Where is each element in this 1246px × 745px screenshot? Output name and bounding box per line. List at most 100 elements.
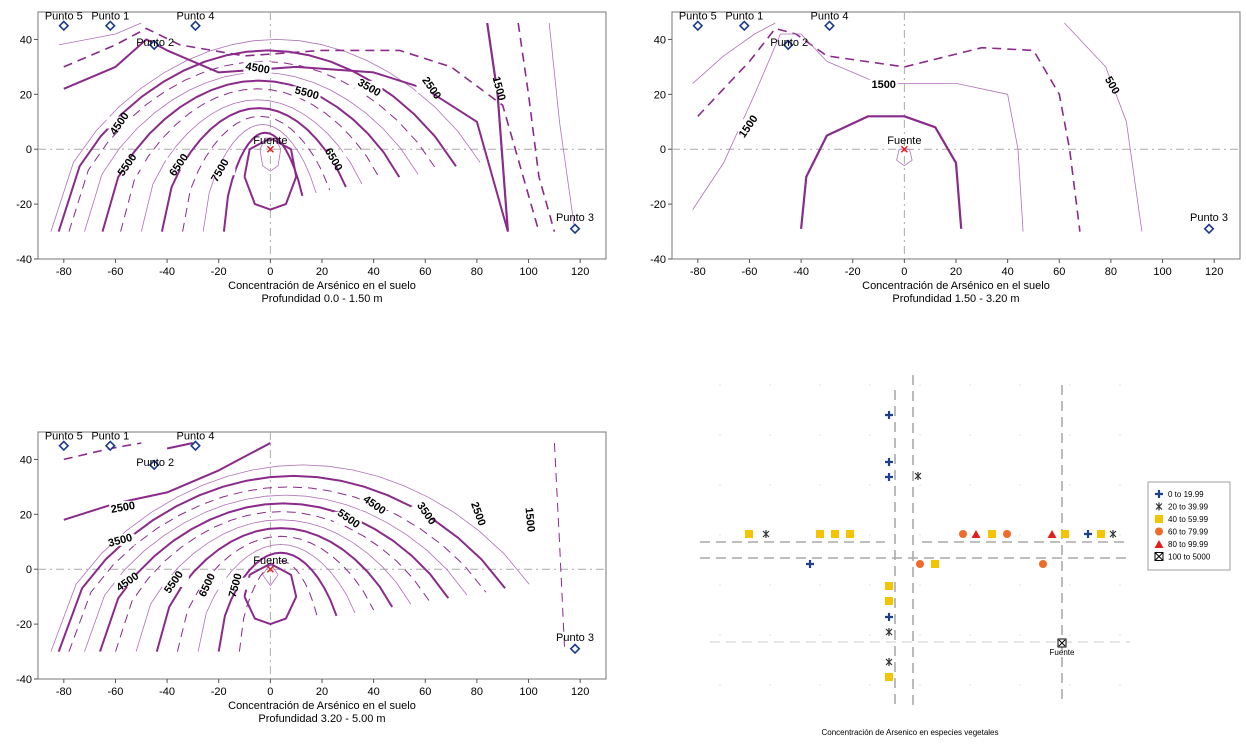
x-tick-label: 20 — [950, 266, 962, 278]
grid-dot — [869, 384, 871, 386]
marker-star — [885, 628, 893, 636]
sample-point-label: Punto 2 — [136, 37, 174, 49]
y-tick-label: 0 — [26, 564, 32, 576]
x-tick-label: -80 — [56, 686, 72, 698]
x-tick-label: 20 — [316, 686, 328, 698]
grid-dot — [1069, 584, 1071, 586]
contour-line-5 — [896, 148, 913, 167]
grid-dot — [1069, 534, 1071, 536]
grid-dot — [1019, 684, 1021, 686]
sample-point-label: Punto 2 — [770, 37, 808, 49]
grid-dot — [869, 434, 871, 436]
contour-line-2 — [692, 33, 1024, 232]
marker-square — [1155, 515, 1163, 523]
sample-point-label: Punto 1 — [91, 431, 129, 443]
x-tick-label: 80 — [471, 686, 483, 698]
contour-chart-depth-150-320: 1500 500 1500 -80 -60 -40 -20 0 20 40 60 80 100 120 40… — [634, 0, 1246, 320]
sample-point-label: Punto 3 — [556, 632, 594, 644]
x-axis-label: Concentración de Arsénico en el suelo — [862, 280, 1050, 292]
x-tick-label: 40 — [368, 266, 380, 278]
grid-dot — [1069, 634, 1071, 636]
marker-square — [1061, 530, 1069, 538]
x-axis-label: Concentración de Arsénico en el suelo — [228, 280, 416, 292]
grid-dot — [919, 634, 921, 636]
grid-dot — [1119, 484, 1121, 486]
contour-line-6 — [135, 519, 412, 652]
marker-square — [1097, 530, 1105, 538]
sample-point-marker — [782, 39, 794, 51]
contour-label-bg — [207, 163, 236, 176]
sample-point-marker — [692, 20, 704, 32]
marker-star — [1109, 530, 1117, 538]
grid-dot — [1019, 634, 1021, 636]
grid-dot — [1019, 484, 1021, 486]
marker-star — [762, 530, 770, 538]
contour-label-bg — [114, 574, 143, 587]
contour-line-0 — [50, 39, 481, 232]
grid-dot — [1019, 384, 1021, 386]
x-tick-label: -40 — [793, 266, 809, 278]
x-tick-label: -20 — [211, 266, 227, 278]
contour-label-bg — [735, 119, 764, 132]
grid-dot — [819, 434, 821, 436]
contour-line-3 — [84, 494, 468, 652]
contour-line-4 — [1064, 22, 1143, 232]
y-tick-label: -20 — [16, 619, 32, 631]
grid-dot — [1119, 384, 1121, 386]
contour-line-0 — [800, 115, 963, 229]
grid-dot — [1019, 434, 1021, 436]
grid-dot — [969, 584, 971, 586]
legend-label-4: 80 to 99.99 — [1168, 540, 1209, 549]
x-tick-label: 80 — [1105, 266, 1117, 278]
contour-line-17 — [486, 22, 509, 232]
grid-dot — [719, 484, 721, 486]
sample-point-marker — [148, 459, 160, 471]
source-marker — [266, 565, 274, 573]
grid-dot — [1119, 634, 1121, 636]
grid-dot — [819, 684, 821, 686]
source-marker — [900, 145, 908, 153]
x-tick-label: 0 — [267, 686, 273, 698]
sample-point-label: Punto 1 — [91, 11, 129, 23]
source-label: Fuente — [253, 555, 287, 567]
legend-label-3: 60 to 79.99 — [1168, 528, 1209, 537]
contour-label: 4500 — [245, 61, 271, 77]
contour-line-1 — [697, 27, 1081, 232]
x-tick-label: 60 — [419, 266, 431, 278]
x-tick-label: 120 — [1205, 266, 1223, 278]
grid-dot — [719, 534, 721, 536]
sample-point-marker — [58, 20, 70, 32]
grid-dot — [769, 634, 771, 636]
grid-dot — [819, 484, 821, 486]
grid-dot — [869, 534, 871, 536]
x-tick-label: -20 — [845, 266, 861, 278]
y-tick-label: 20 — [20, 89, 32, 101]
x-tick-label: -40 — [159, 266, 175, 278]
y-tick-label: -40 — [650, 254, 666, 266]
x-tick-label: -80 — [690, 266, 706, 278]
marker-star — [885, 658, 893, 666]
sample-point-label: Punto 1 — [725, 11, 763, 23]
legend-label-5: 100 to 5000 — [1168, 553, 1211, 562]
y-tick-label: 20 — [20, 509, 32, 521]
x-tick-label: 20 — [316, 266, 328, 278]
sample-point-marker — [148, 39, 160, 51]
grid-dot — [719, 584, 721, 586]
contour-label-bg — [160, 574, 189, 587]
grid-dot — [969, 434, 971, 436]
grid-dot — [919, 584, 921, 586]
contour-chart-depth-320-500: 2500 3500 4500 5500 6500 7500 4500 5500 3500 2500… — [0, 420, 634, 740]
x-tick-label: -60 — [742, 266, 758, 278]
contour-line-7 — [160, 107, 347, 232]
contour-line-9 — [202, 124, 317, 232]
contour-chart-depth-0-150: 4500 5500 3500 2500 1500 4500 5500 6500 7500 6500… — [0, 0, 620, 320]
x-tick-label: 100 — [519, 686, 537, 698]
sample-point-marker — [190, 20, 201, 32]
sample-point-marker — [104, 440, 116, 452]
contour-label-bg — [243, 61, 272, 74]
sample-point-marker — [569, 643, 581, 655]
contour-line-0 — [50, 464, 530, 652]
legend-label-2: 40 to 59.99 — [1168, 515, 1209, 524]
contour-label-bg — [106, 116, 135, 129]
